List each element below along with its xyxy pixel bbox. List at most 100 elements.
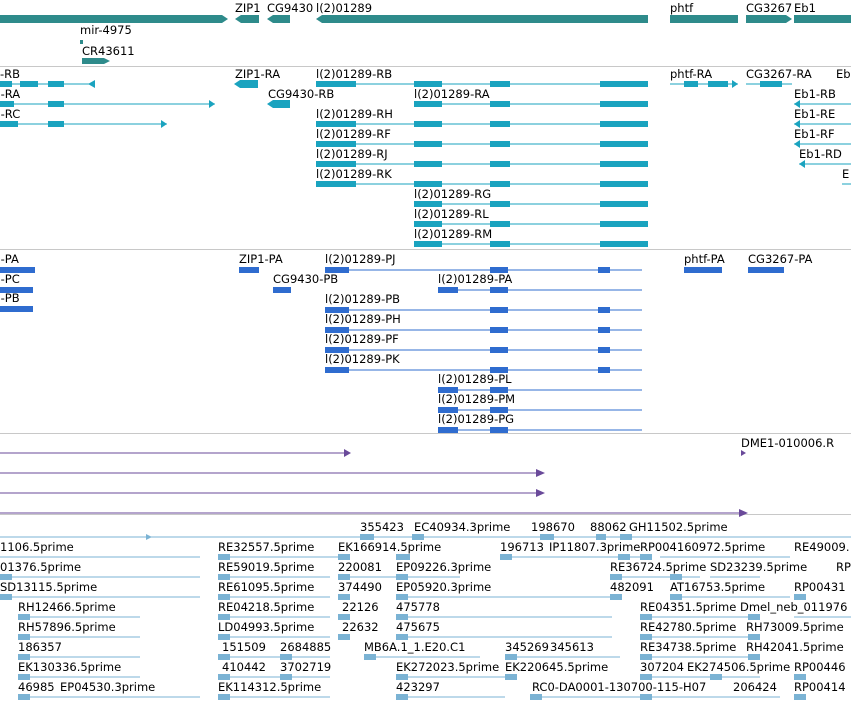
track-dividers	[0, 66, 851, 515]
gene-label-cg3267: CG3267	[746, 1, 792, 15]
transcript-label: E	[842, 167, 849, 181]
transcript-features	[0, 80, 851, 247]
transcript-label: l(2)01289-RF	[316, 127, 391, 141]
est-label: RP00414	[794, 680, 846, 694]
gene-label-eb1: Eb1	[794, 1, 816, 15]
est-label: LD04993.5prime	[218, 620, 314, 634]
est-label: MB6A.1_1.E20.C1	[364, 640, 465, 654]
protein-track: 09-PA 09-PC 09-PB ZIP1-PA CG9430-PB l(2)…	[0, 252, 813, 433]
gene-label-cg9430: CG9430	[267, 1, 313, 15]
est-label: 2684885	[280, 640, 331, 654]
protein-label: 09-PA	[0, 252, 19, 266]
est-label: EK130336.5prime	[18, 660, 121, 674]
protein-label: l(2)01289-PG	[438, 412, 514, 426]
est-label: RE04351.5prime	[640, 600, 736, 614]
est-label: Dmel_neb_011976	[740, 600, 847, 614]
gene-label-mir-4975: mir-4975	[80, 23, 132, 37]
gene-feature[interactable]	[80, 40, 83, 44]
gene-feature[interactable]	[235, 15, 259, 23]
est-label: 345269	[505, 640, 549, 654]
gene-label-cr43611: CR43611	[82, 44, 135, 58]
est-label: RH73009.5prime	[746, 620, 844, 634]
gene-label-phtf: phtf	[670, 1, 694, 15]
est-label: 186357	[18, 640, 62, 654]
est-label: EK114312.5prime	[218, 680, 321, 694]
transcript-label: l(2)01289-RH	[316, 107, 393, 121]
est-label: SD23239.5prime	[710, 560, 807, 574]
est-label: RE42780.5prime	[640, 620, 736, 634]
transcript-label: 09-RC	[0, 107, 20, 121]
transcript-label: l(2)01289-RL	[414, 207, 489, 221]
alignment-track: DME1-010006.R	[0, 436, 834, 517]
gene-feature[interactable]	[316, 15, 648, 23]
est-label: 198670	[531, 520, 575, 534]
gene-feature[interactable]	[794, 15, 851, 23]
est-label: 345613	[550, 640, 594, 654]
transcript-label: CG3267-RA	[746, 67, 812, 81]
gene-features	[0, 15, 851, 64]
protein-label: 09-PC	[0, 272, 20, 286]
est-label: 355423	[360, 520, 404, 534]
transcript-label: ZIP1-RA	[235, 67, 280, 81]
protein-label: 09-PB	[0, 291, 20, 305]
transcript-label: 09-RA	[0, 87, 20, 101]
transcript-track: -RB 09-RA 09-RC ZIP1-RA CG9430-RB l(2)01…	[0, 67, 851, 247]
est-blocks	[0, 534, 806, 700]
transcript-label: l(2)01289-RJ	[316, 147, 388, 161]
est-label: EK274506.5prime	[687, 660, 790, 674]
transcript-label: Eb1-RD	[799, 147, 842, 161]
est-label: RH57896.5prime	[18, 620, 116, 634]
est-label: EP04530.3prime	[60, 680, 155, 694]
gene-feature[interactable]	[267, 15, 290, 23]
est-label: 22632	[342, 620, 379, 634]
transcript-label: l(2)01289-RG	[414, 187, 491, 201]
transcript-label: Eb1-RF	[794, 127, 835, 141]
est-label: RE34738.5prime	[640, 640, 736, 654]
protein-label: l(2)01289-PA	[438, 272, 512, 286]
est-label: RE32557.5prime	[218, 540, 314, 554]
gene-feature[interactable]	[0, 15, 228, 23]
protein-label: l(2)01289-PL	[438, 372, 512, 386]
est-label: RH12466.5prime	[18, 600, 116, 614]
transcript-label: l(2)01289-RA	[414, 87, 490, 101]
est-label: AT16753.5prime	[670, 580, 765, 594]
gene-feature[interactable]	[82, 58, 110, 64]
gene-label-zip1: ZIP1	[235, 1, 261, 15]
gene-label-l2-01289: l(2)01289	[316, 1, 372, 15]
gene-feature[interactable]	[746, 15, 792, 23]
est-label: 482091	[610, 580, 654, 594]
transcript-label: Eb1-RB	[794, 87, 836, 101]
gene-track: ZIP1 CG9430 l(2)01289 phtf CG3267 Eb1 mi…	[0, 1, 851, 64]
est-label: RP004160972.5prime	[640, 540, 765, 554]
est-label: 88062	[590, 520, 627, 534]
transcript-label: Eb	[836, 67, 851, 81]
transcript-label: -RB	[0, 67, 20, 81]
protein-label: CG3267-PA	[748, 252, 813, 266]
est-label: 196713	[500, 540, 544, 554]
est-label: EK220645.5prime	[505, 660, 608, 674]
protein-label: l(2)01289-PK	[325, 352, 400, 366]
est-label: 475675	[396, 620, 440, 634]
est-label: 01376.5prime	[0, 560, 81, 574]
est-label: RC0-DA0001-130700-115-H07	[532, 680, 706, 694]
est-label: 410442	[222, 660, 266, 674]
est-label: SD13115.5prime	[0, 580, 97, 594]
est-lines	[0, 534, 851, 698]
est-label: 307204	[640, 660, 684, 674]
alignment-label: DME1-010006.R	[741, 436, 834, 450]
est-label: RE36724.5prime	[610, 560, 706, 574]
protein-label: l(2)01289-PF	[325, 332, 399, 346]
gene-feature[interactable]	[670, 15, 738, 23]
est-label: RP	[836, 560, 851, 574]
est-label: RH42041.5prime	[746, 640, 844, 654]
est-label: EP09226.3prime	[396, 560, 491, 574]
est-label: 1106.5prime	[0, 540, 74, 554]
protein-label: l(2)01289-PH	[325, 312, 401, 326]
est-label: 475778	[396, 600, 440, 614]
protein-label: phtf-PA	[684, 252, 725, 266]
protein-features	[0, 267, 784, 433]
est-label: 3702719	[280, 660, 331, 674]
est-label: 22126	[342, 600, 379, 614]
est-label: 374490	[338, 580, 382, 594]
